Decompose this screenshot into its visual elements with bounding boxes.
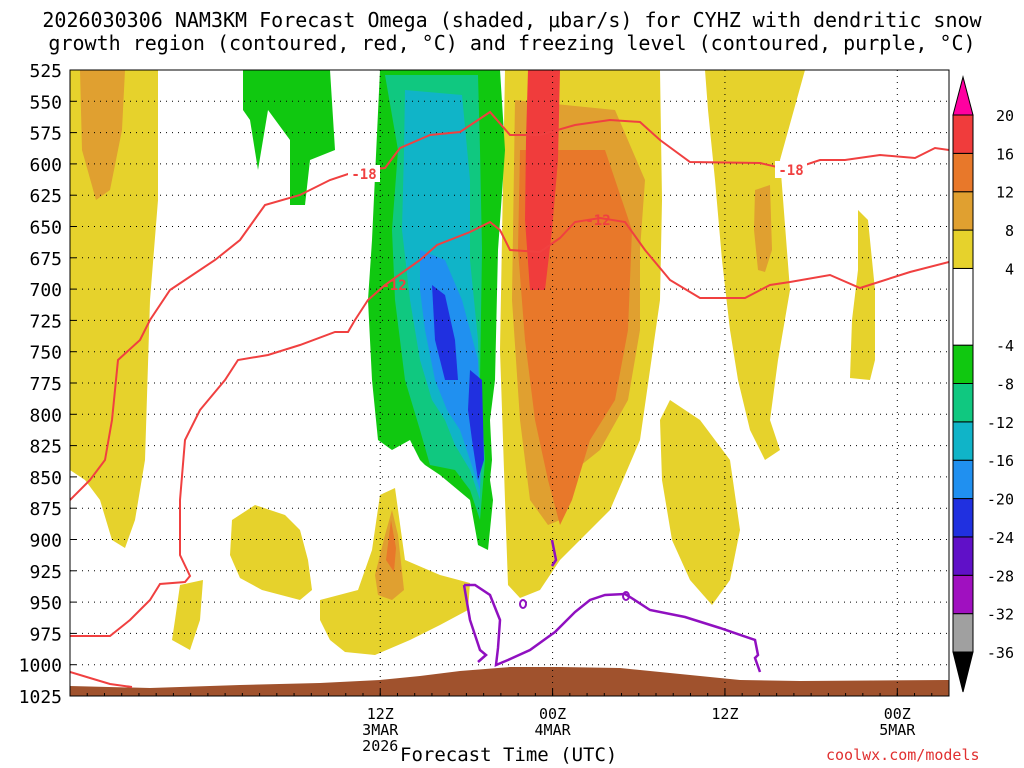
colorbar-bin bbox=[952, 229, 974, 269]
x-tick-label: 12Z bbox=[367, 705, 394, 723]
colorbar-bin bbox=[952, 344, 974, 384]
y-tick-label: 650 bbox=[29, 218, 62, 239]
colorbar-bin bbox=[952, 613, 974, 653]
colorbar-label: -4 bbox=[996, 337, 1014, 355]
omega-region bbox=[850, 210, 875, 380]
freezing-contour bbox=[462, 584, 488, 663]
y-tick-label: 600 bbox=[29, 155, 62, 176]
x-tick-label: 5MAR bbox=[879, 721, 916, 739]
dgz-contour-minus12 bbox=[70, 216, 949, 637]
colorbar-bin bbox=[952, 267, 974, 346]
chart-title-line1: 2026030306 NAM3KM Forecast Omega (shaded… bbox=[42, 8, 982, 32]
y-tick-label: 925 bbox=[29, 562, 62, 583]
colorbar-label: -8 bbox=[996, 376, 1014, 394]
x-tick-label: 2026 bbox=[362, 737, 398, 755]
colorbar-bin bbox=[952, 114, 974, 154]
y-tick-label: 725 bbox=[29, 311, 62, 332]
freezing-contour bbox=[550, 539, 558, 567]
y-tick-label: 875 bbox=[29, 499, 62, 520]
chart-title-line2: growth region (contoured, red, °C) and f… bbox=[48, 31, 976, 55]
omega-region bbox=[754, 185, 772, 272]
omega-region bbox=[468, 370, 484, 480]
colorbar-label: -36 bbox=[987, 644, 1014, 662]
y-tick-label: 1025 bbox=[19, 687, 62, 708]
colorbar-label: 20 bbox=[996, 107, 1014, 125]
y-tick-label: 850 bbox=[29, 468, 62, 489]
omega-region bbox=[432, 285, 458, 380]
y-tick-label: 575 bbox=[29, 124, 62, 145]
y-tick-label: 700 bbox=[29, 280, 62, 301]
x-tick-label: 12Z bbox=[711, 705, 738, 723]
colorbar-bin bbox=[952, 152, 974, 193]
omega-region bbox=[386, 520, 396, 572]
x-tick-label: 00Z bbox=[539, 705, 566, 723]
colorbar-label: 8 bbox=[1005, 222, 1014, 240]
colorbar-label: 4 bbox=[1005, 260, 1014, 278]
y-tick-label: 525 bbox=[29, 61, 62, 82]
contour-label: -18 bbox=[351, 167, 376, 183]
omega-region bbox=[80, 70, 125, 200]
contour-labels: -18 -18 -12 -12 bbox=[348, 161, 807, 294]
terrain bbox=[70, 667, 949, 696]
y-tick-label: 800 bbox=[29, 405, 62, 426]
y-tick-label: 625 bbox=[29, 186, 62, 207]
x-tick-label: 3MAR bbox=[362, 721, 399, 739]
y-tick-label: 975 bbox=[29, 624, 62, 645]
colorbar-label: 16 bbox=[996, 145, 1014, 163]
x-tick-label: 4MAR bbox=[535, 721, 572, 739]
y-tick-label: 775 bbox=[29, 374, 62, 395]
y-tick-label: 1000 bbox=[19, 656, 62, 677]
y-tick-label: 750 bbox=[29, 343, 62, 364]
colorbar-bin bbox=[952, 459, 974, 500]
dgz-contour-minus12 bbox=[70, 671, 133, 688]
colorbar-label: 12 bbox=[996, 184, 1014, 202]
omega-region bbox=[525, 70, 560, 290]
colorbar: 20 16 12 8 4 -4 -8 -12 -16 -20 -24 -28 -32 -36 bbox=[952, 75, 1014, 693]
x-tick-label: 00Z bbox=[884, 705, 911, 723]
y-tick-label: 675 bbox=[29, 249, 62, 270]
contour-label: -12 bbox=[585, 213, 610, 229]
colorbar-label: -32 bbox=[987, 606, 1014, 624]
colorbar-label: -28 bbox=[987, 567, 1014, 585]
omega-region bbox=[705, 70, 805, 460]
colorbar-bin bbox=[952, 498, 974, 538]
contour-label: -12 bbox=[381, 278, 406, 294]
freezing-contour bbox=[622, 591, 630, 601]
omega-region bbox=[230, 505, 312, 600]
freezing-contour bbox=[519, 599, 527, 609]
colorbar-label: -12 bbox=[987, 414, 1014, 432]
omega-region bbox=[70, 70, 158, 548]
colorbar-bin bbox=[952, 536, 974, 576]
colorbar-label: -24 bbox=[987, 529, 1014, 547]
colorbar-arrow-top bbox=[952, 75, 974, 116]
freezing-contour bbox=[464, 583, 762, 673]
contour-label: -18 bbox=[778, 163, 803, 179]
colorbar-arrow-bottom bbox=[952, 651, 974, 693]
contours bbox=[70, 110, 949, 688]
omega-region bbox=[660, 400, 740, 605]
colorbar-bin bbox=[952, 421, 974, 461]
x-axis-title: Forecast Time (UTC) bbox=[400, 744, 618, 766]
colorbar-label: -16 bbox=[987, 452, 1014, 470]
omega-region bbox=[172, 580, 203, 650]
y-tick-label: 825 bbox=[29, 437, 62, 458]
y-tick-label: 950 bbox=[29, 593, 62, 614]
credit-text: coolwx.com/models bbox=[826, 746, 980, 764]
omega-region bbox=[243, 70, 335, 205]
colorbar-bin bbox=[952, 574, 974, 615]
colorbar-label: -20 bbox=[987, 491, 1014, 509]
colorbar-bin bbox=[952, 191, 974, 231]
y-tick-label: 550 bbox=[29, 92, 62, 113]
omega-shading bbox=[70, 70, 949, 696]
colorbar-bin bbox=[952, 383, 974, 423]
y-axis: 525 550 575 600 625 650 675 700 725 750 775 800 825 8… bbox=[19, 61, 76, 708]
y-tick-label: 900 bbox=[29, 531, 62, 552]
x-axis: 12Z3MAR202600Z4MAR12Z00Z5MAR12Z bbox=[86, 689, 933, 755]
